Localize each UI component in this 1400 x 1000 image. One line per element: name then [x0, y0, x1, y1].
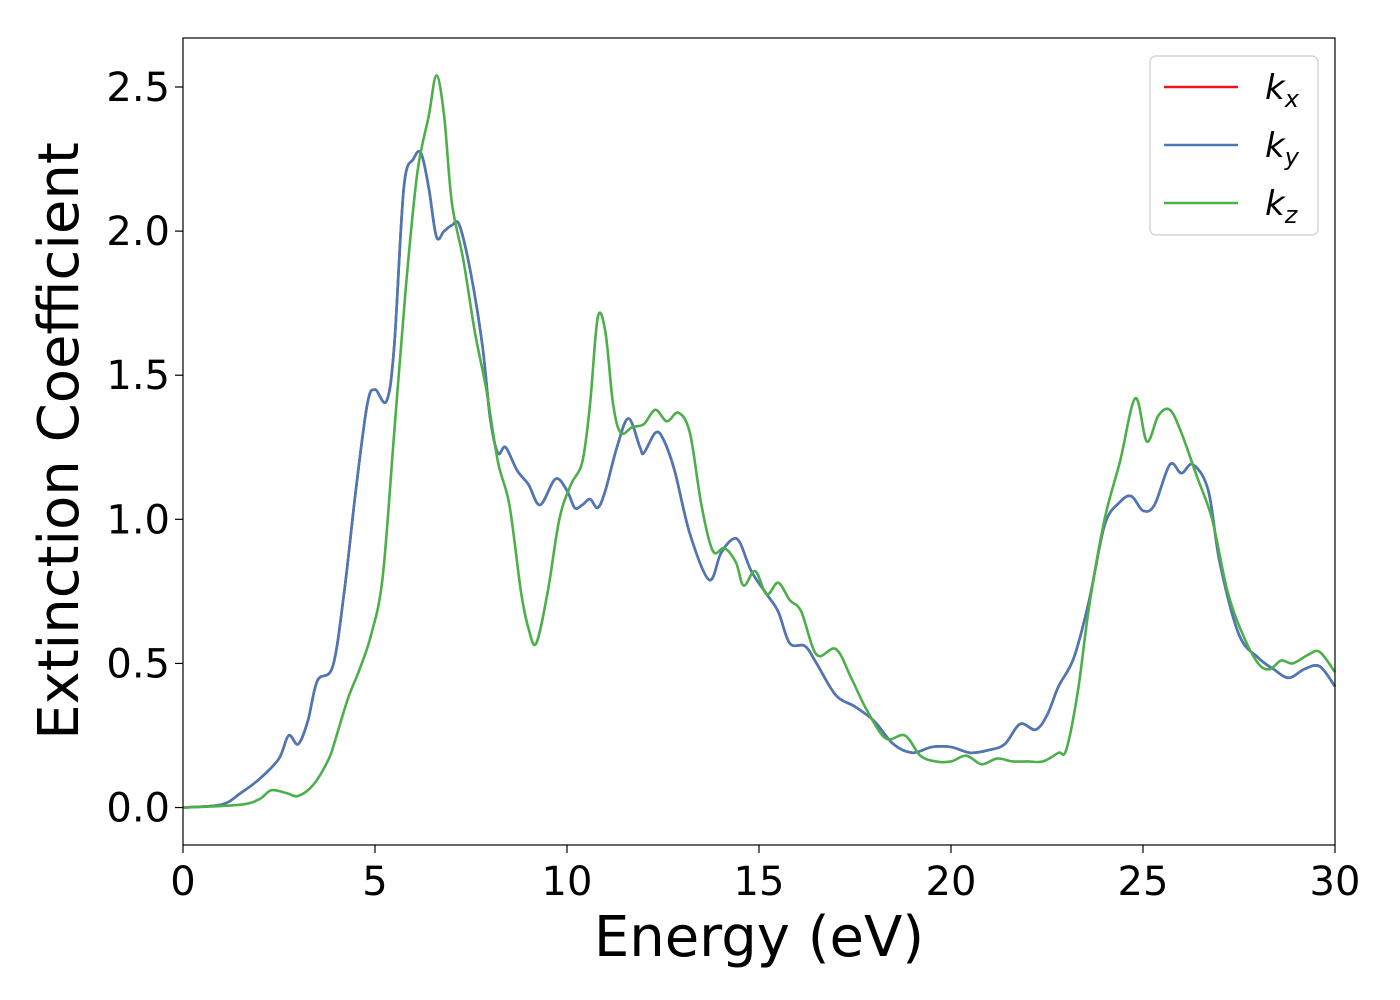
x-axis: 0 5 10 15 20 25 30 — [170, 845, 1360, 905]
series-lines — [182, 74, 1337, 809]
y-axis: 0.0 0.5 1.0 1.5 2.0 2.5 — [106, 65, 183, 832]
x-tick-label: 30 — [1310, 859, 1361, 905]
x-tick-label: 0 — [170, 859, 195, 905]
y-tick-label: 1.0 — [106, 497, 170, 543]
y-tick-label: 1.5 — [106, 353, 170, 399]
y-axis-label: Extinction Coefficient — [27, 142, 92, 740]
legend-label-z: kz — [1265, 184, 1299, 229]
legend: kx ky kz — [1149, 55, 1319, 236]
x-axis-label: Energy (eV) — [594, 905, 924, 970]
x-tick-label: 5 — [362, 859, 387, 905]
legend-label-y: ky — [1265, 126, 1300, 171]
x-tick-label: 10 — [542, 859, 593, 905]
series-line-z — [182, 74, 1337, 809]
legend-label-x: kx — [1265, 68, 1300, 113]
series-line-y — [182, 150, 1337, 809]
y-tick-label: 2.5 — [106, 65, 170, 111]
x-tick-label: 15 — [734, 859, 785, 905]
y-tick-label: 0.0 — [106, 786, 170, 832]
x-tick-label: 20 — [926, 859, 977, 905]
y-tick-label: 2.0 — [106, 209, 170, 255]
y-tick-label: 0.5 — [106, 641, 170, 687]
x-tick-label: 25 — [1118, 859, 1169, 905]
